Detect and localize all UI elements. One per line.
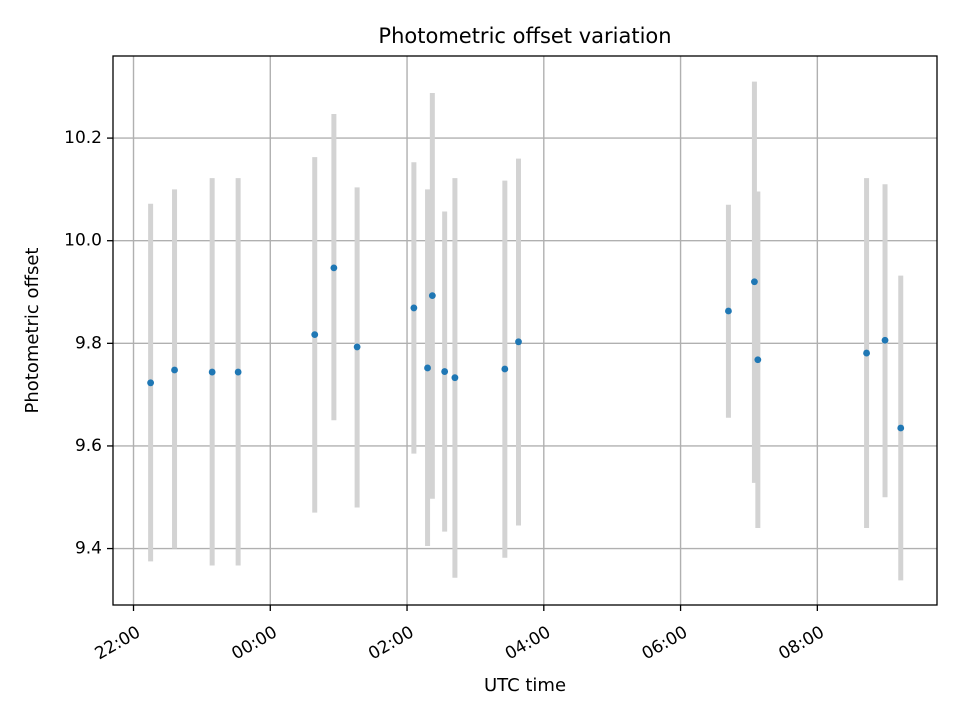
x-tick-label: 08:00 <box>775 622 827 664</box>
data-point <box>353 343 361 351</box>
plot-frame <box>112 55 938 606</box>
x-tick-label: 04:00 <box>502 622 554 664</box>
data-point <box>451 374 459 382</box>
y-tick-label: 9.6 <box>75 436 102 456</box>
data-point <box>515 338 522 346</box>
y-tick-label: 9.4 <box>75 539 102 559</box>
data-point <box>428 292 436 300</box>
error-bars <box>148 81 904 581</box>
data-point <box>171 366 178 374</box>
y-axis-title: Photometric offset <box>22 248 43 414</box>
data-point <box>863 349 870 357</box>
chart-title: Photometric offset variation <box>378 24 671 48</box>
x-axis-title: UTC time <box>484 675 566 696</box>
x-tick-label: 22:00 <box>92 622 144 664</box>
x-tick-label: 06:00 <box>639 622 691 664</box>
y-tick-label: 10.2 <box>64 128 102 148</box>
data-point <box>754 356 762 364</box>
data-points <box>147 264 905 432</box>
x-tick-label: 00:00 <box>228 622 280 664</box>
data-point <box>751 278 758 286</box>
y-axis: 9.4 9.6 9.8 10.0 10.2 <box>64 128 113 559</box>
data-point <box>208 368 216 376</box>
data-point <box>234 368 242 376</box>
data-point <box>410 304 418 312</box>
x-axis: 22:00 00:00 02:00 04:00 06:00 08:00 <box>92 605 828 664</box>
data-point <box>424 364 431 372</box>
data-point <box>311 331 319 339</box>
y-tick-label: 10.0 <box>64 231 102 251</box>
data-point <box>441 368 449 375</box>
grid <box>113 56 937 605</box>
data-point <box>501 365 509 373</box>
data-point <box>897 424 905 432</box>
x-tick-label: 02:00 <box>365 622 417 664</box>
y-tick-label: 9.8 <box>75 333 102 353</box>
data-point <box>330 264 338 272</box>
data-point <box>147 379 155 387</box>
data-point <box>881 336 889 344</box>
data-point <box>725 307 732 315</box>
